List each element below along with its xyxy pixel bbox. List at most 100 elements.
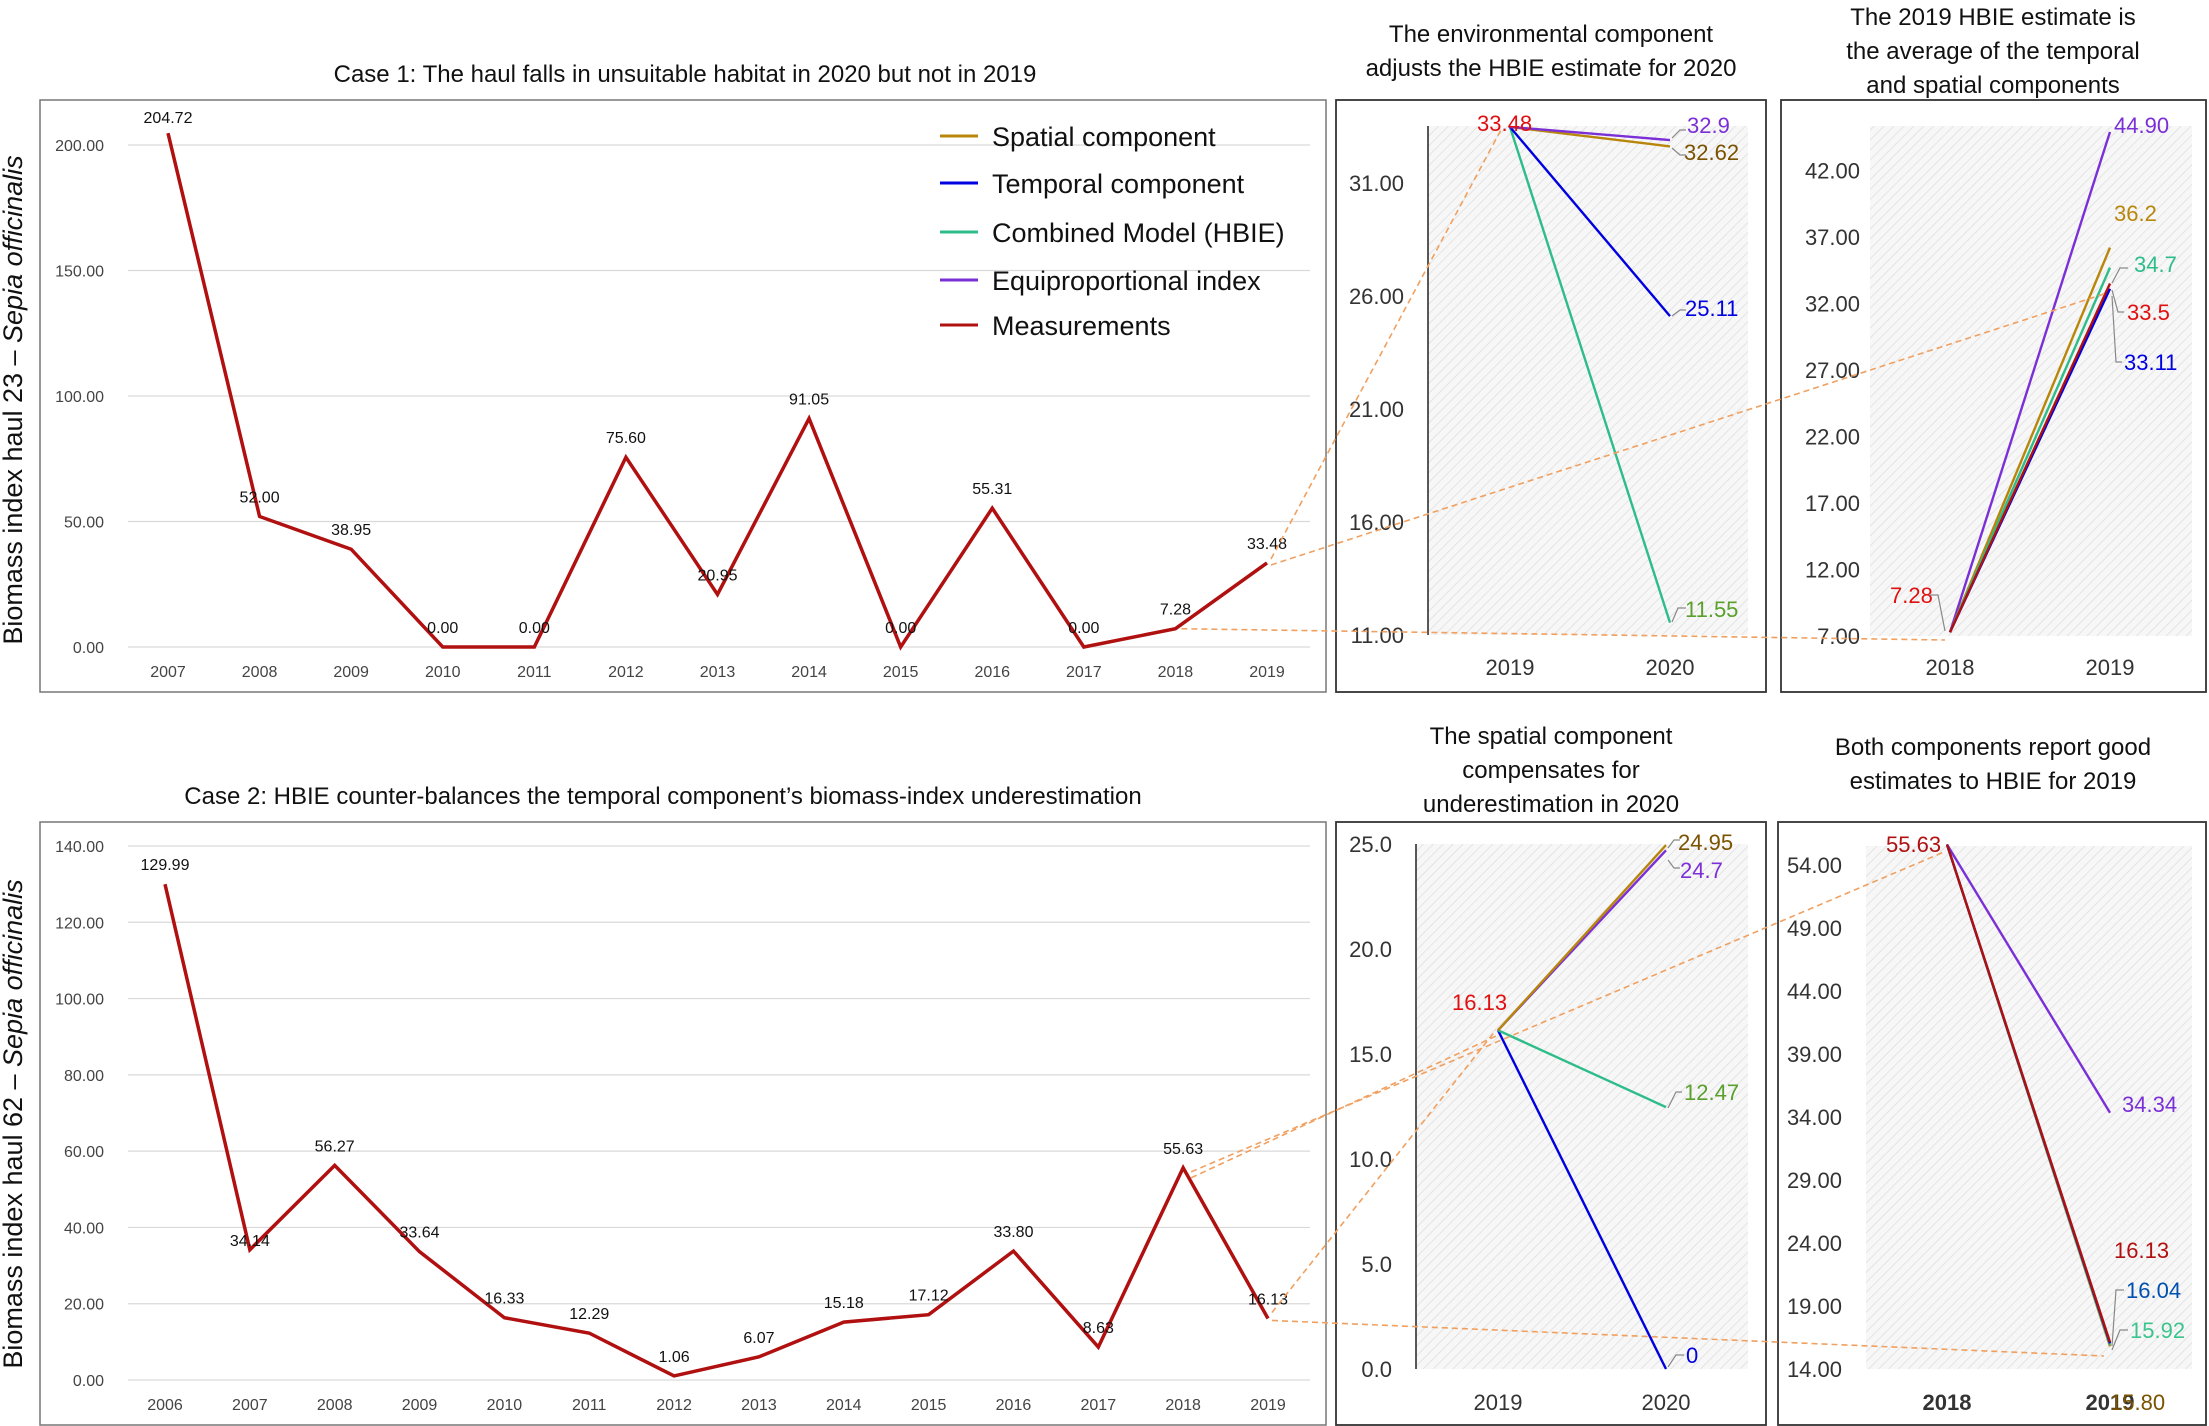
y-tick-label: 44.00 [1787, 979, 1842, 1004]
y-tick-label: 25.0 [1349, 832, 1392, 857]
legend-label-measurements: Measurements [992, 311, 1171, 341]
case2-zoom-a-plotarea [1416, 844, 1748, 1369]
case2-zoom-b-plotarea [1866, 846, 2192, 1369]
case2-measurements-line [163, 883, 1270, 1378]
y-tick-label: 0.00 [73, 1373, 104, 1390]
case2-zoom-a-labels: 16.13 24.95 24.7 12.47 0 [1452, 830, 1739, 1368]
data-label: 33.80 [993, 1224, 1033, 1241]
case1-zoom-a-labels: 33.48 32.932.62 25.11 11.55 [1477, 111, 1739, 623]
y-tick-label: 22.00 [1805, 425, 1860, 450]
x-tick-label: 2016 [996, 1397, 1032, 1414]
x-tick-label: 2019 [1486, 655, 1535, 680]
title-line: The environmental component [1389, 21, 1714, 48]
data-label: 20.95 [697, 567, 737, 584]
title-line: underestimation in 2020 [1423, 791, 1679, 818]
connector-line [1270, 127, 1503, 560]
y-tick-label: 32.00 [1805, 292, 1860, 317]
y-tick-label: 49.00 [1787, 916, 1842, 941]
label-leader [2111, 267, 2128, 284]
label-leader [1667, 1354, 1684, 1368]
case2-zoom-b-y-ticks: 14.00 19.00 24.00 29.00 34.00 39.00 44.00 49.00… [1787, 853, 1842, 1382]
label-equiproportional: 32.9 [1687, 113, 1730, 138]
x-tick-label: 2018 [1926, 655, 1975, 680]
label-equiproportional: 44.90 [2114, 113, 2169, 138]
label-combined: 34.7 [2134, 252, 2177, 277]
case2-zoom-b-frame [1777, 821, 2207, 1426]
x-tick-label: 2006 [147, 1397, 183, 1414]
y-tick-label: 120.00 [55, 915, 104, 932]
x-tick-label: 2017 [1081, 1397, 1117, 1414]
case2-title: Case 2: HBIE counter-balances the tempor… [184, 783, 1141, 810]
data-label: 55.31 [972, 481, 1012, 498]
x-tick-label: 2008 [317, 1397, 353, 1414]
case2-x-ticks: 2006 2007 2008 2009 2010 2011 2012 2013 2014 2015… [147, 1397, 1286, 1414]
y-tick-label: 100.00 [55, 992, 104, 1009]
case1-zoom-a-lines [1508, 125, 1672, 623]
title-line: compensates for [1462, 757, 1639, 784]
case2-gridlines [128, 845, 1310, 1381]
x-tick-label: 2019 [2086, 655, 2135, 680]
label-equiproportional: 24.7 [1680, 858, 1723, 883]
measurements-line [1948, 283, 2112, 633]
connector-line [1271, 1029, 1497, 1313]
y-tick-label: 20.0 [1349, 937, 1392, 962]
y-tick-label: 26.00 [1349, 284, 1404, 309]
data-label: 204.72 [144, 110, 193, 127]
label-leader [1671, 147, 1686, 156]
case1-frame [39, 99, 1327, 693]
zoom-connectors [1181, 127, 2105, 1357]
x-tick-label: 2008 [242, 664, 278, 681]
equiproportional-line [1945, 843, 2112, 1114]
label-leader [2111, 1289, 2124, 1347]
x-tick-label: 2011 [572, 1397, 607, 1414]
case2-zoom-a-frame [1335, 821, 1767, 1426]
label-leader [1671, 309, 1686, 317]
case1-zoom-a-title: The environmental component adjusts the H… [1366, 21, 1737, 82]
label-temporal: 0 [1686, 1343, 1698, 1368]
y-tick-label: 5.0 [1361, 1252, 1392, 1277]
temporal-line [1496, 1029, 1668, 1370]
y-tick-label: 12.00 [1805, 558, 1860, 583]
data-label: 56.27 [315, 1138, 355, 1155]
label-leader [2111, 289, 2124, 313]
x-tick-label: 2018 [1165, 1397, 1201, 1414]
x-tick-label: 2018 [1923, 1390, 1972, 1415]
connector-line [1190, 851, 1945, 1173]
data-label: 6.07 [743, 1330, 774, 1347]
case2-zoom-a-x-ticks: 2019 2020 [1474, 1390, 1691, 1415]
legend-label-temporal: Temporal component [992, 169, 1245, 199]
connector-line [1190, 1035, 1497, 1179]
x-tick-label: 2019 [1249, 664, 1285, 681]
x-tick-label: 2007 [232, 1397, 268, 1414]
y-tick-label: 40.00 [64, 1220, 104, 1237]
y-tick-label: 11.00 [1351, 623, 1404, 648]
case1-measurements-line [166, 132, 1269, 651]
case1-zoom-b-lines [1948, 131, 2112, 633]
equiproportional-line [1509, 125, 1671, 142]
connector-line [1270, 293, 2105, 566]
y-tick-label: 54.00 [1787, 853, 1842, 878]
x-tick-label: 2012 [656, 1397, 692, 1414]
data-label: 1.06 [659, 1349, 690, 1366]
label-temporal: 25.11 [1685, 296, 1738, 321]
x-tick-label: 2009 [402, 1397, 438, 1414]
equiproportional-line [1948, 131, 2112, 633]
y-tick-label: 14.00 [1787, 1357, 1842, 1382]
y-tick-label: 0.00 [73, 640, 104, 657]
case2-zoom-b-labels: 55.63 34.34 16.13 16.04 15.92 15.80 [1886, 832, 2185, 1415]
case1-zoom-b-x-ticks: 2018 2019 [1926, 655, 2135, 680]
y-tick-label: 20.00 [64, 1297, 104, 1314]
case2-zoom-b-title: Both components report good estimates to … [1835, 734, 2151, 795]
measurements-line [1945, 844, 2112, 1343]
title-line: Both components report good [1835, 734, 2151, 761]
case2-zoom-a-y-ticks: 0.0 5.0 10.0 15.0 20.0 25.0 [1349, 832, 1392, 1382]
spatial-line [1497, 844, 1667, 1032]
data-label: 129.99 [141, 857, 190, 874]
x-tick-label: 2019 [1474, 1390, 1523, 1415]
x-tick-label: 2018 [1158, 664, 1194, 681]
y-tick-label: 24.00 [1787, 1231, 1842, 1256]
case1-zoom-b-title: The 2019 HBIE estimate is the average of … [1846, 4, 2140, 99]
x-tick-label: 2009 [333, 664, 369, 681]
x-tick-label: 2015 [883, 664, 919, 681]
